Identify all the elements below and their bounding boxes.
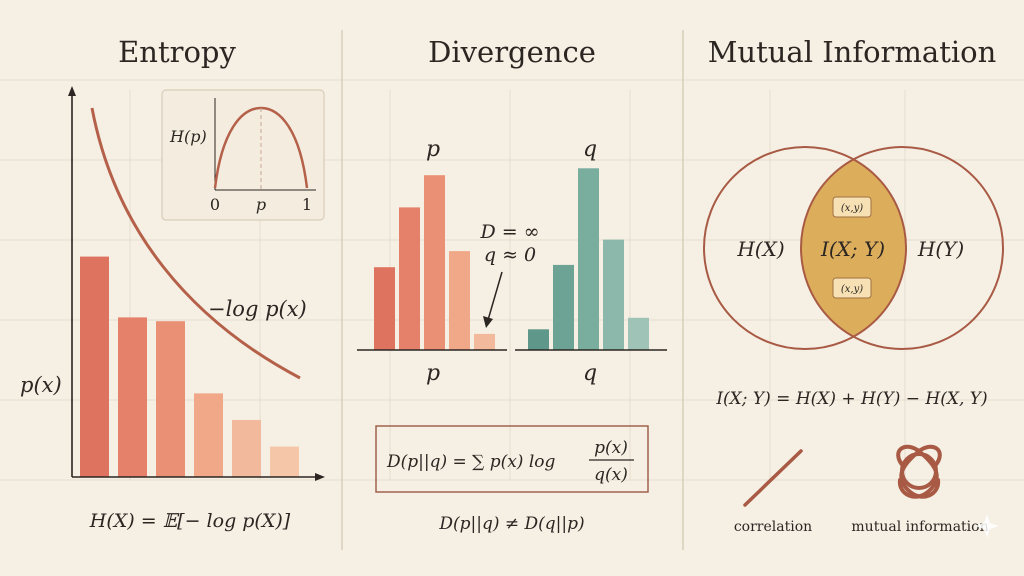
correlation-caption: correlation xyxy=(734,519,812,535)
inset-frame xyxy=(161,89,325,221)
q-bar xyxy=(528,329,549,350)
y-axis-arrow-icon xyxy=(68,86,76,96)
pair-label-bottom: (x,y) xyxy=(841,284,863,295)
sparkle-icon xyxy=(975,514,999,538)
entropy-bar xyxy=(156,321,185,477)
inset-ylabel: H(p) xyxy=(169,127,207,146)
neg-log-label: −log p(x) xyxy=(208,297,307,321)
q-near-zero-label: q ≈ 0 xyxy=(484,244,536,266)
inset-tick-1: 1 xyxy=(302,195,312,214)
inset-tick-0: 0 xyxy=(210,195,220,214)
pair-label-top: (x,y) xyxy=(841,203,863,214)
mutual-information-caption: mutual information xyxy=(851,519,988,535)
pair-badge-bottom xyxy=(832,277,872,299)
inset-tick-p: p xyxy=(256,195,266,214)
q-bars xyxy=(528,168,649,350)
binary-entropy-inset: H(p) 0 p 1 xyxy=(161,89,325,221)
q-bar xyxy=(628,317,649,350)
p-dist-label: p xyxy=(426,137,440,162)
hx-label: H(X) xyxy=(736,237,784,261)
q-axis-label: q xyxy=(583,361,597,386)
entropy-panel: Entropy −log p(x) p(x) H(p) 0 p 1 H(X) =… xyxy=(20,35,325,532)
entropy-bar xyxy=(118,317,147,477)
correlation-line-icon xyxy=(743,449,803,507)
mutual-information-title: Mutual Information xyxy=(708,35,997,69)
infinite-divergence-label: D = ∞ xyxy=(479,221,539,243)
kl-formula-box: D(p||q) = ∑ p(x) log p(x) q(x) xyxy=(375,425,649,493)
asymmetry-note: D(p||q) ≠ D(q||p) xyxy=(438,514,584,534)
venn-circle-y xyxy=(800,146,1004,350)
x-axis-arrow-icon xyxy=(315,473,325,481)
entropy-bar xyxy=(80,256,109,477)
divergence-panel: Divergence p q D = ∞ q ≈ 0 p q D(p||q) =… xyxy=(357,35,667,534)
hy-label: H(Y) xyxy=(917,237,964,261)
kl-formula-lhs: D(p||q) = ∑ p(x) log xyxy=(386,452,556,472)
p-bar xyxy=(399,207,420,350)
entropy-bar xyxy=(194,393,223,477)
mutual-information-panel: Mutual Information H(X) I(X; Y) H(Y) (x,… xyxy=(703,35,1004,535)
p-bar xyxy=(424,175,445,350)
entropy-title: Entropy xyxy=(118,35,236,69)
q-bar xyxy=(603,239,624,350)
q-dist-label: q xyxy=(583,137,597,162)
annotation-arrow xyxy=(487,271,503,321)
p-axis-label: p xyxy=(426,361,440,386)
kl-formula-frame xyxy=(375,425,649,493)
neg-log-curve xyxy=(90,107,301,380)
p-bars xyxy=(374,175,495,350)
q-bar xyxy=(578,168,599,350)
mutual-information-formula: I(X; Y) = H(X) + H(Y) − H(X, Y) xyxy=(715,389,987,409)
q-bar xyxy=(553,264,574,350)
mutual-information-knot-icon xyxy=(896,444,942,499)
divergence-title: Divergence xyxy=(428,35,596,69)
p-bar xyxy=(449,251,470,350)
entropy-bars xyxy=(80,256,299,477)
ixy-label: I(X; Y) xyxy=(820,237,885,261)
entropy-formula: H(X) = 𝔼[− log p(X)] xyxy=(89,510,291,532)
p-bar xyxy=(374,267,395,350)
annotation-arrowhead-icon xyxy=(483,316,493,328)
kl-formula-denominator: q(x) xyxy=(594,465,628,485)
entropy-bar xyxy=(270,446,299,477)
venn-circle-x xyxy=(703,146,907,350)
px-axis-label: p(x) xyxy=(20,373,62,397)
pair-badge-top xyxy=(832,196,872,218)
entropy-bar xyxy=(232,420,261,477)
kl-formula-numerator: p(x) xyxy=(594,438,628,458)
p-bar xyxy=(474,333,495,350)
